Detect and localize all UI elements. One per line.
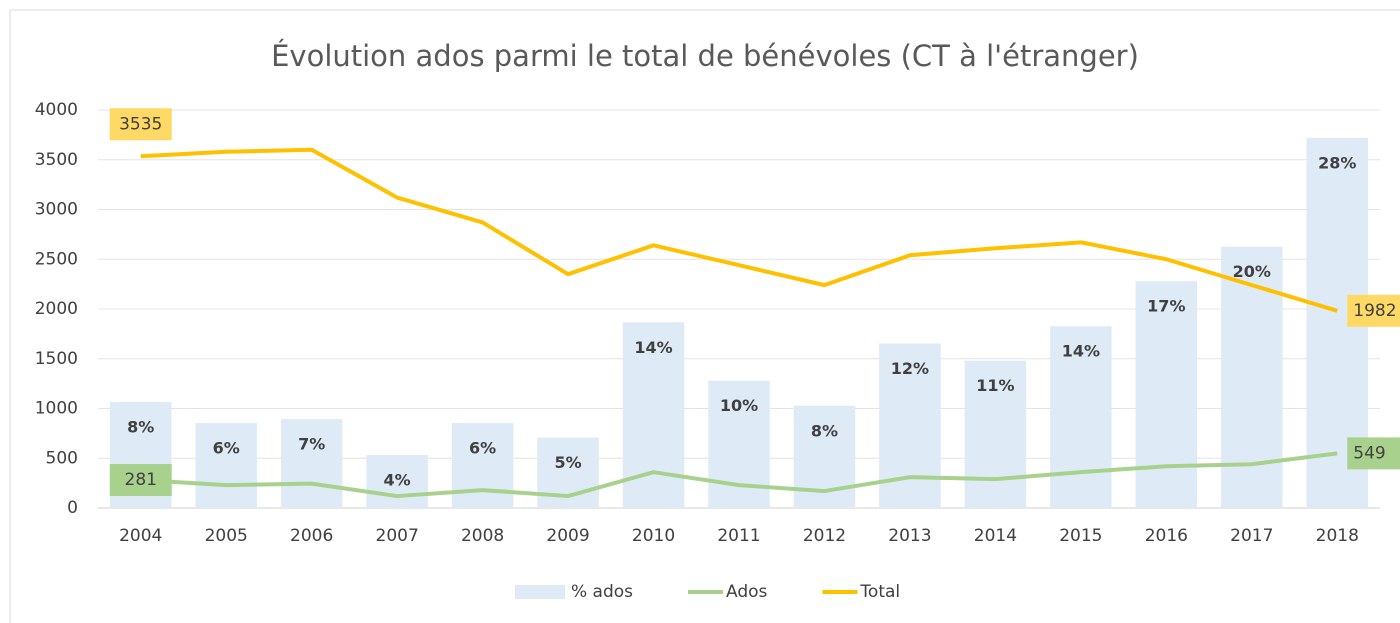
data-label-box bbox=[109, 464, 172, 497]
line bbox=[140, 451, 1338, 499]
legend-label: % ados bbox=[571, 582, 633, 602]
y-tick-label: 4000 bbox=[35, 100, 78, 120]
bar bbox=[964, 360, 1027, 508]
bar-value-label: 12% bbox=[891, 359, 929, 378]
bar-value-label: 14% bbox=[1062, 342, 1100, 361]
data-label: 281 bbox=[125, 470, 157, 490]
bar bbox=[195, 423, 257, 508]
bar-value-label: 6% bbox=[213, 439, 240, 458]
y-tick-label: 3500 bbox=[35, 150, 78, 170]
legend-label: Total bbox=[859, 582, 900, 602]
bar-value-label: 10% bbox=[720, 396, 758, 415]
bar bbox=[280, 419, 343, 508]
bar bbox=[1135, 281, 1198, 508]
data-label: 1982 bbox=[1353, 301, 1396, 321]
bar-value-label: 4% bbox=[384, 470, 411, 489]
bar-value-label: 14% bbox=[634, 338, 672, 357]
data-label: 3535 bbox=[119, 114, 162, 134]
x-tick-label: 2012 bbox=[803, 526, 846, 546]
x-tick-label: 2008 bbox=[461, 526, 504, 546]
x-tick-label: 2010 bbox=[632, 526, 675, 546]
bar-value-label: 28% bbox=[1318, 153, 1356, 172]
y-tick-label: 0 bbox=[67, 498, 78, 518]
x-tick-label: 2004 bbox=[119, 526, 162, 546]
bar bbox=[366, 454, 428, 508]
y-tick-label: 2000 bbox=[35, 299, 78, 319]
data-label-box bbox=[109, 108, 172, 141]
line bbox=[140, 147, 1338, 313]
data-label: 549 bbox=[1353, 443, 1385, 463]
y-tick-label: 2500 bbox=[35, 249, 78, 269]
y-tick-label: 1500 bbox=[35, 349, 78, 369]
bar-value-label: 17% bbox=[1147, 297, 1185, 316]
bar-value-label: 8% bbox=[811, 421, 838, 440]
legend-swatch bbox=[515, 585, 565, 599]
x-tick-label: 2016 bbox=[1145, 526, 1188, 546]
bar bbox=[451, 423, 514, 508]
y-tick-label: 500 bbox=[46, 448, 78, 468]
x-tick-label: 2013 bbox=[888, 526, 931, 546]
bar-value-label: 11% bbox=[976, 376, 1014, 395]
legend-label: Ados bbox=[726, 582, 768, 602]
x-tick-label: 2014 bbox=[974, 526, 1017, 546]
bar-value-label: 8% bbox=[127, 417, 154, 436]
x-tick-label: 2018 bbox=[1316, 526, 1359, 546]
x-tick-label: 2006 bbox=[290, 526, 333, 546]
x-tick-label: 2017 bbox=[1230, 526, 1273, 546]
x-tick-label: 2007 bbox=[376, 526, 419, 546]
bar-value-label: 5% bbox=[554, 453, 581, 472]
y-tick-label: 3000 bbox=[35, 200, 78, 220]
chart-title: Évolution ados parmi le total de bénévol… bbox=[271, 39, 1139, 73]
bar-value-label: 6% bbox=[469, 439, 496, 458]
x-tick-label: 2005 bbox=[205, 526, 248, 546]
bar-value-label: 20% bbox=[1233, 262, 1271, 281]
data-label-box bbox=[1347, 294, 1400, 327]
y-tick-label: 1000 bbox=[35, 399, 78, 419]
bar bbox=[1050, 326, 1112, 508]
data-label-box bbox=[1347, 437, 1400, 470]
bar-value-label: 7% bbox=[298, 435, 325, 454]
x-tick-label: 2015 bbox=[1059, 526, 1102, 546]
x-tick-label: 2011 bbox=[717, 526, 760, 546]
x-tick-label: 2009 bbox=[546, 526, 589, 546]
